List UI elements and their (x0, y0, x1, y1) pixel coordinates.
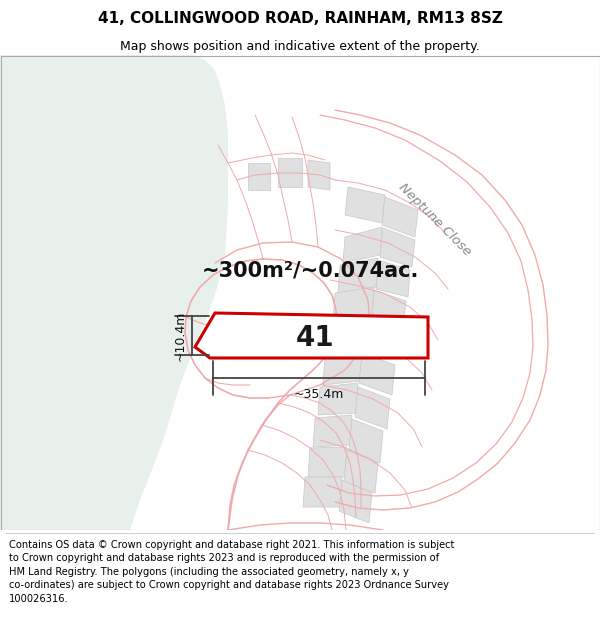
Text: ~10.4m: ~10.4m (174, 310, 187, 361)
Polygon shape (308, 160, 330, 190)
Polygon shape (382, 197, 418, 237)
Polygon shape (328, 317, 368, 351)
Polygon shape (313, 415, 352, 447)
Polygon shape (303, 477, 342, 507)
Text: 41, COLLINGWOOD ROAD, RAINHAM, RM13 8SZ: 41, COLLINGWOOD ROAD, RAINHAM, RM13 8SZ (98, 11, 502, 26)
Text: ~35.4m: ~35.4m (294, 388, 344, 401)
Polygon shape (248, 163, 270, 190)
Polygon shape (0, 55, 228, 530)
Text: Map shows position and indicative extent of the property.: Map shows position and indicative extent… (120, 39, 480, 52)
Polygon shape (343, 227, 382, 263)
Text: Contains OS data © Crown copyright and database right 2021. This information is : Contains OS data © Crown copyright and d… (9, 539, 454, 604)
Polygon shape (318, 383, 358, 415)
Polygon shape (339, 480, 372, 523)
Polygon shape (338, 258, 378, 293)
Polygon shape (308, 447, 347, 477)
Polygon shape (323, 350, 362, 385)
Polygon shape (359, 353, 395, 395)
Polygon shape (376, 260, 410, 297)
Polygon shape (333, 287, 374, 320)
Polygon shape (345, 187, 385, 223)
Text: ~300m²/~0.074ac.: ~300m²/~0.074ac. (202, 260, 419, 280)
Polygon shape (349, 419, 383, 463)
Polygon shape (355, 387, 390, 429)
Polygon shape (372, 290, 406, 328)
Polygon shape (278, 158, 302, 187)
Polygon shape (365, 319, 400, 359)
Text: 41: 41 (296, 324, 334, 352)
Text: Neptune Close: Neptune Close (396, 181, 474, 259)
Polygon shape (195, 313, 428, 358)
Polygon shape (380, 228, 415, 267)
Polygon shape (344, 450, 378, 493)
